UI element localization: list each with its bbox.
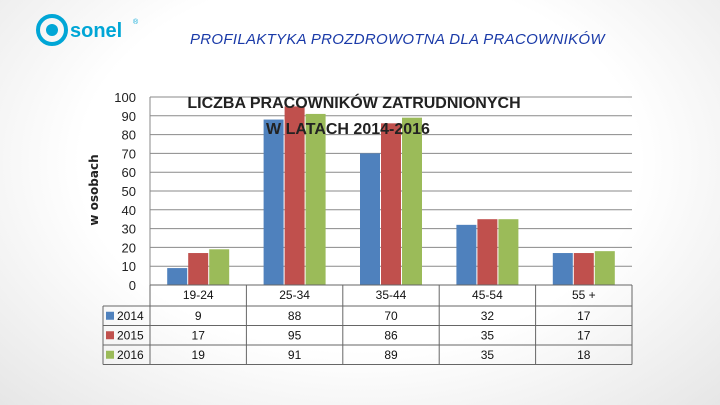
y-tick-label: 90 [122, 109, 136, 124]
bar-2016-55 + [594, 251, 615, 285]
x-tick-label: 25-34 [279, 288, 310, 302]
bar-2015-35-44 [381, 123, 401, 285]
bar-2015-25-34 [284, 106, 305, 286]
legend-swatch-2016 [106, 350, 114, 359]
bar-2016-35-44 [402, 117, 422, 286]
svg-text:®: ® [133, 18, 139, 26]
sonel-logo: sonel ® [36, 14, 139, 46]
y-tick-label: 0 [129, 278, 136, 293]
data-label: 9 [195, 309, 202, 323]
legend-swatch-2015 [106, 331, 114, 340]
data-label: 17 [577, 328, 591, 342]
data-label: 95 [288, 328, 302, 342]
legend-label: 2016 [117, 348, 144, 362]
data-label: 35 [481, 348, 495, 362]
data-label: 70 [384, 309, 398, 323]
legend-swatch-2014 [106, 311, 114, 320]
bar-2014-45-54 [456, 224, 477, 285]
chart-title-line1: LICZBA PRACOWNIKÓW ZATRUDNIONYCH [187, 93, 520, 112]
y-axis-ticks: 0 10 20 30 40 50 60 70 80 90 100 [114, 90, 136, 293]
legend-label: 2014 [117, 309, 144, 323]
chart-title-line2: W LATACH 2014-2016 [266, 121, 430, 138]
bar-2014-55 + [552, 253, 573, 285]
y-tick-label: 80 [122, 128, 136, 143]
x-tick-label: 55 + [572, 288, 596, 302]
slide-title: PROFILAKTYKA PROZDROWOTNA DLA PRACOWNIKÓ… [190, 31, 605, 48]
bar-2015-45-54 [477, 219, 498, 285]
x-tick-label: 35-44 [376, 288, 407, 302]
data-label: 91 [288, 348, 302, 362]
bar-2014-19-24 [167, 268, 188, 285]
x-tick-label: 45-54 [472, 288, 503, 302]
data-label: 35 [481, 328, 495, 342]
legend-label: 2015 [117, 328, 144, 342]
logo-text: sonel [70, 20, 122, 42]
bar-2015-19-24 [188, 253, 209, 285]
data-label: 17 [192, 328, 206, 342]
bar-2016-25-34 [305, 113, 326, 285]
bar-2016-19-24 [209, 249, 230, 285]
bar-2015-55 + [573, 253, 594, 285]
y-tick-label: 10 [122, 259, 136, 274]
y-tick-label: 40 [122, 203, 136, 218]
y-tick-label: 60 [122, 165, 136, 180]
data-label: 19 [192, 348, 206, 362]
data-label: 86 [384, 328, 398, 342]
bar-2014-35-44 [360, 153, 380, 285]
data-label: 32 [481, 309, 495, 323]
data-label: 18 [577, 348, 591, 362]
data-label: 17 [577, 309, 591, 323]
y-tick-label: 50 [122, 184, 136, 199]
logo-ring-icon [36, 14, 68, 46]
x-tick-label: 19-24 [183, 288, 214, 302]
y-axis-label: w osobach [87, 154, 101, 225]
y-tick-label: 30 [122, 222, 136, 237]
bar-2016-45-54 [498, 219, 519, 285]
data-label: 89 [384, 348, 398, 362]
data-label: 88 [288, 309, 302, 323]
y-tick-label: 20 [122, 240, 136, 255]
bar-2014-25-34 [263, 119, 284, 285]
y-tick-label: 100 [114, 90, 136, 105]
data-table: 19-24 25-34 35-44 45-54 55 + 2014 9 88 70 32 17 201… [102, 284, 633, 365]
chart-bars [167, 106, 615, 286]
y-tick-label: 70 [122, 146, 136, 161]
